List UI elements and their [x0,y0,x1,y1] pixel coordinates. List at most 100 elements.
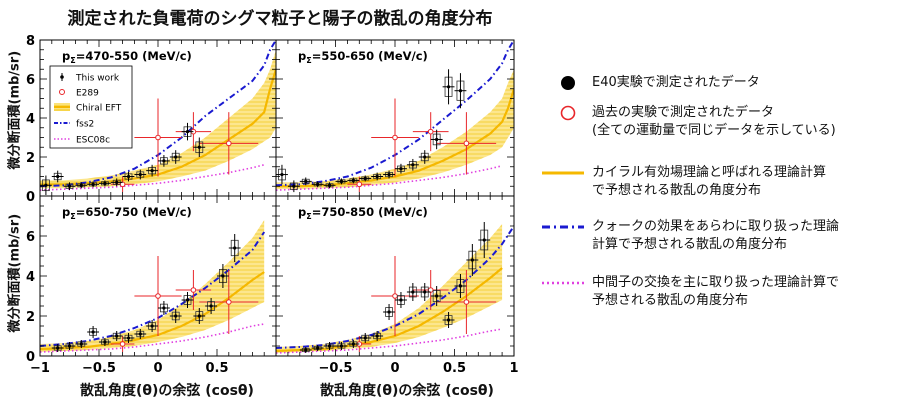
chiral-line [40,68,276,186]
e289-point [175,270,212,310]
chiral-band [276,69,514,190]
this-work-point [299,177,312,186]
this-work-point [323,182,336,189]
solid-line-icon [542,171,584,175]
this-work-point [430,129,443,150]
this-work-point [418,150,431,164]
panel-plot-area [276,222,514,354]
e289-marker [463,299,470,305]
y-tick-label: 6 [26,230,35,245]
e289-point [371,98,419,177]
this-work-point [122,333,135,343]
e289-marker [392,293,398,299]
momentum-range: =550-650 (MeV/c) [312,49,428,63]
inset-this-work-marker [60,75,64,79]
momentum-sub: Σ [306,212,311,221]
momentum-range: =750-850 (MeV/c) [312,205,428,219]
legend-esc08c-text-2: 予想される散乱の角度分布 [592,293,749,308]
panel-3: 0 2 4 6 −1 −0.5 0 0.5 pΣ=650-750 (MeV/c) [26,195,277,376]
this-work-point [110,331,123,341]
this-work-point [169,150,182,164]
e289-marker [155,293,161,299]
this-work-marker [174,155,178,159]
e289-point [199,112,259,175]
panel-momentum-label: pΣ=750-850 (MeV/c) [298,205,428,221]
this-work-marker [150,324,154,328]
this-work-marker [162,306,166,310]
momentum-p: p [298,49,306,63]
this-work-point [383,304,395,320]
this-work-marker [197,145,201,149]
e289-marker [427,128,434,135]
this-work-marker [67,184,72,188]
e289-point [134,256,182,336]
this-work-point [383,170,395,179]
this-work-marker [280,172,284,177]
this-work-point [134,169,147,180]
this-work-marker [351,342,355,346]
this-work-point [158,301,170,315]
this-work-marker [399,298,403,302]
x-tick-label: −0.5 [319,361,353,376]
e289-point [412,112,449,152]
this-work-marker [103,340,107,344]
open-circle-icon [560,105,576,121]
this-work-marker [411,163,415,167]
this-work-point [442,312,455,328]
this-work-point [335,342,348,350]
inset-legend-this-work: This work [60,73,120,84]
this-work-marker [115,180,119,184]
this-work-marker [150,169,154,173]
this-work-point [454,73,467,109]
this-work-point [193,308,206,324]
this-work-marker [327,344,332,348]
legend-e40-text: E40実験で測定されたデータ [592,75,760,90]
e289-point [436,112,497,175]
this-work-point [40,175,52,196]
this-work-point [51,344,64,352]
dotted-line-icon [542,281,584,285]
this-work-marker [435,137,439,142]
y-tick-label: 4 [26,112,35,127]
this-work-marker [185,298,190,302]
panel-plot-area [40,40,276,196]
this-work-point [335,178,348,185]
this-work-marker [209,304,213,308]
this-work-marker [304,348,308,352]
inset-legend-chiral: Chiral EFT [54,103,122,114]
this-work-point [228,234,241,262]
inset-legend-label: ESC08c [76,136,110,146]
this-work-marker [126,174,131,179]
this-work-point [359,175,372,182]
panel-plot-area [276,40,514,193]
inset-legend-esc08c: ESC08c [54,136,110,146]
e289-marker [155,134,161,141]
this-work-marker [470,258,474,262]
this-work-point [134,329,147,339]
this-work-marker [126,336,131,340]
this-work-point [478,222,491,258]
this-work-point [110,178,123,187]
this-work-marker [363,336,367,340]
momentum-p: p [62,49,70,63]
this-work-point [217,264,229,288]
this-work-point [158,155,170,167]
this-work-marker [91,330,95,334]
this-work-point [406,283,419,301]
legend-fss2-text-2: 計算で予想される散乱の角度分布 [592,237,788,252]
this-work-marker [91,182,95,186]
y-tick-label: 6 [26,73,35,88]
this-work-point [395,163,407,174]
y-tick-label: 2 [26,310,35,325]
legend-chiral-text-1: カイラル有効場理論と呼ばれる理論計算 [592,165,827,180]
this-work-point [311,181,324,188]
this-work-marker [103,181,107,185]
y-tick-label: 8 [26,34,35,49]
this-work-point [169,309,182,323]
this-work-point [442,69,455,105]
panel-momentum-label: pΣ=550-650 (MeV/c) [298,49,428,65]
this-work-point [75,340,88,348]
this-work-marker [423,155,427,159]
momentum-sub: Σ [306,56,311,65]
